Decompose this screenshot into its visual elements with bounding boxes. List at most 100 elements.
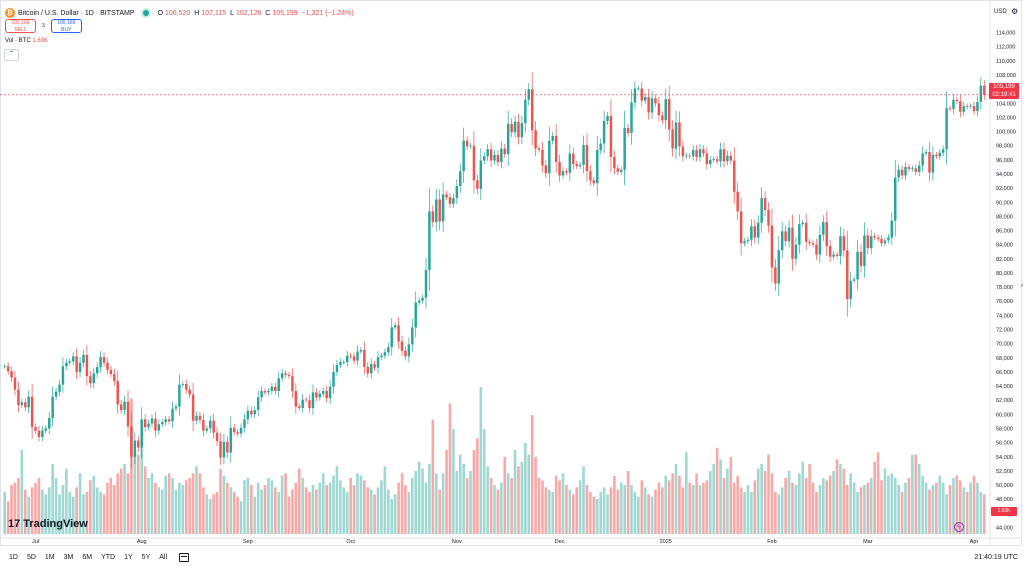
- candle-body: [424, 270, 428, 298]
- candle-body: [917, 165, 921, 172]
- spread-value: 3: [42, 23, 45, 29]
- candle-body: [277, 378, 280, 392]
- volume-bar: [6, 501, 10, 534]
- range-1m[interactable]: 1M: [44, 553, 55, 561]
- volume-bar: [383, 466, 387, 534]
- candle-body: [48, 417, 51, 429]
- sell-button[interactable]: 105,166 SELL: [5, 19, 36, 33]
- candle-body: [763, 198, 767, 211]
- candle-body: [818, 234, 822, 255]
- candle-body: [691, 149, 695, 157]
- lightning-icon[interactable]: ϟ: [954, 522, 964, 532]
- candle-body: [332, 371, 335, 387]
- collapse-chevron-icon[interactable]: ⌃: [4, 49, 19, 61]
- tradingview-logo[interactable]: 17 TradingView: [8, 518, 88, 530]
- volume-bar: [171, 478, 174, 534]
- volume-bar: [140, 440, 144, 534]
- range-all[interactable]: All: [159, 553, 168, 561]
- volume-bar: [880, 480, 883, 534]
- candle-body: [174, 406, 178, 409]
- candle-body: [870, 236, 873, 249]
- candle-body: [503, 148, 507, 155]
- volume-bar: [345, 492, 349, 534]
- volume-bar: [387, 489, 390, 534]
- symbol-title[interactable]: Bitcoin / U.S. Dollar · 1D · BITSTAMP: [18, 9, 135, 17]
- volume-bar: [188, 478, 191, 534]
- range-5d[interactable]: 5D: [26, 553, 36, 561]
- trade-panel: 105,166 SELL 3 105,169 BUY: [5, 19, 82, 33]
- candle-body: [369, 364, 373, 374]
- volume-bar: [589, 492, 592, 534]
- range-5y[interactable]: 5Y: [141, 553, 151, 561]
- volume-bar: [561, 473, 565, 534]
- candle-body: [955, 99, 959, 102]
- candle-body: [342, 362, 346, 363]
- candle-body: [263, 391, 267, 393]
- candle-body: [322, 391, 325, 394]
- volume-bar: [328, 482, 332, 534]
- candle-body: [743, 241, 746, 244]
- candle-body: [489, 149, 493, 161]
- candle-body: [188, 389, 191, 395]
- candle-body: [352, 356, 356, 361]
- candle-body: [167, 419, 171, 422]
- y-tick-label: 48,000: [996, 497, 1013, 503]
- candle-body: [51, 396, 54, 418]
- candle-body: [548, 140, 551, 174]
- volume-bar: [157, 487, 161, 534]
- range-1y[interactable]: 1Y: [124, 553, 133, 561]
- volume-bar: [325, 485, 328, 534]
- calendar-icon[interactable]: [179, 552, 190, 562]
- range-1d[interactable]: 1D: [9, 553, 18, 561]
- clock-utc[interactable]: 21:40:19 UTC: [974, 553, 1018, 561]
- volume-bar: [486, 466, 489, 534]
- volume-bar: [246, 478, 250, 534]
- market-open-icon: [142, 10, 149, 16]
- candle-body: [794, 244, 798, 259]
- buy-button[interactable]: 105,169 BUY: [50, 19, 82, 33]
- gear-icon[interactable]: ⚙: [1011, 7, 1019, 16]
- volume-bar: [352, 485, 356, 534]
- volume-bar: [215, 492, 219, 534]
- volume-bar: [335, 466, 339, 534]
- range-ytd[interactable]: YTD: [101, 553, 116, 561]
- candle-body: [839, 236, 842, 256]
- candle-body: [705, 153, 709, 165]
- volume-bar: [520, 461, 524, 534]
- volume-bar: [835, 459, 839, 534]
- currency-label[interactable]: USD: [994, 9, 1007, 15]
- volume-bar: [493, 485, 496, 534]
- candle-body: [191, 394, 195, 421]
- volume-bar: [489, 478, 493, 534]
- y-tick-label: 54,000: [996, 455, 1013, 461]
- candle-body: [828, 246, 832, 257]
- volume-bar: [270, 480, 274, 534]
- volume-bar: [568, 489, 572, 534]
- volume-bar: [236, 496, 239, 534]
- range-6m[interactable]: 6M: [82, 553, 93, 561]
- range-3m[interactable]: 3M: [63, 553, 74, 561]
- candle-body: [208, 420, 212, 429]
- volume-bar: [965, 492, 969, 534]
- volume-value: 1.63K: [32, 38, 49, 44]
- x-tick-label: Sep: [243, 539, 253, 545]
- high-value: 107,115: [201, 9, 227, 17]
- candle-body: [952, 99, 955, 109]
- candle-body: [431, 211, 435, 223]
- candle-body: [198, 415, 202, 421]
- candle-body: [318, 393, 322, 398]
- volume-bar: [106, 482, 109, 534]
- volume-legend[interactable]: Vol · BTC 1.63K: [5, 38, 48, 44]
- volume-bar: [10, 485, 13, 534]
- volume-bar: [856, 492, 859, 534]
- chevron-right-icon[interactable]: ›: [1021, 283, 1023, 289]
- volume-bar: [722, 478, 726, 534]
- volume-bar: [585, 485, 589, 534]
- volume-bar: [976, 482, 979, 534]
- candle-body: [339, 362, 342, 365]
- volume-bar: [753, 480, 757, 534]
- candle-body: [582, 145, 585, 165]
- candle-body: [674, 122, 678, 149]
- candle-body: [541, 149, 544, 166]
